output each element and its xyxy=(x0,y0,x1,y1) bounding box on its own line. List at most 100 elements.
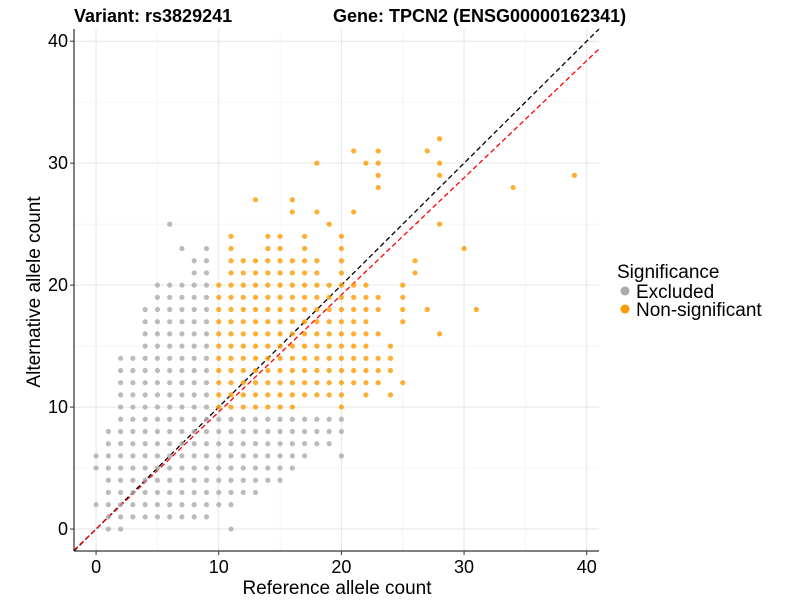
point-excluded xyxy=(154,306,161,313)
point-excluded xyxy=(240,453,246,459)
point-non-significant xyxy=(265,331,271,337)
point-non-significant xyxy=(289,209,295,215)
reference-line-identity xyxy=(73,28,600,552)
point-excluded xyxy=(228,465,234,471)
point-non-significant xyxy=(326,294,332,300)
legend-marker-non-significant xyxy=(620,304,630,314)
point-excluded xyxy=(118,465,124,471)
point-non-significant xyxy=(252,319,259,325)
point-excluded xyxy=(191,489,197,496)
point-excluded xyxy=(338,416,345,422)
point-non-significant xyxy=(351,148,357,154)
point-excluded xyxy=(277,428,283,435)
point-non-significant xyxy=(216,294,222,300)
point-excluded xyxy=(228,428,234,435)
point-excluded xyxy=(265,453,271,459)
point-non-significant xyxy=(240,319,246,325)
point-excluded xyxy=(167,319,173,325)
point-non-significant xyxy=(228,245,234,252)
point-excluded xyxy=(154,380,161,386)
point-excluded xyxy=(252,441,259,447)
point-non-significant xyxy=(277,294,283,300)
legend-title: Significance xyxy=(617,262,719,283)
point-non-significant xyxy=(351,343,357,349)
point-excluded xyxy=(105,453,111,459)
point-excluded xyxy=(118,453,124,459)
point-non-significant xyxy=(375,367,381,374)
point-excluded xyxy=(191,355,197,361)
point-excluded xyxy=(130,380,136,386)
point-excluded xyxy=(154,489,161,496)
point-excluded xyxy=(105,526,111,532)
point-non-significant xyxy=(277,392,283,398)
point-non-significant xyxy=(228,392,234,398)
point-excluded xyxy=(240,416,246,422)
point-excluded xyxy=(142,441,148,447)
point-non-significant xyxy=(228,331,234,337)
point-excluded xyxy=(130,428,136,435)
point-excluded xyxy=(203,367,210,374)
point-non-significant xyxy=(338,343,345,349)
point-non-significant xyxy=(338,392,345,398)
point-non-significant xyxy=(289,392,295,398)
point-excluded xyxy=(252,453,259,459)
point-non-significant xyxy=(216,404,222,410)
point-non-significant xyxy=(400,294,406,300)
point-non-significant xyxy=(228,294,234,300)
point-non-significant xyxy=(326,343,332,349)
point-non-significant xyxy=(461,245,467,252)
point-excluded xyxy=(277,441,283,447)
point-non-significant xyxy=(302,233,308,239)
point-non-significant xyxy=(302,282,308,288)
point-non-significant xyxy=(302,258,308,264)
point-excluded xyxy=(142,355,148,361)
point-excluded xyxy=(326,416,332,422)
point-excluded xyxy=(191,428,197,435)
point-excluded xyxy=(191,514,197,520)
point-excluded xyxy=(203,294,210,300)
point-excluded xyxy=(118,441,124,447)
point-excluded xyxy=(167,343,173,349)
point-non-significant xyxy=(277,306,283,313)
point-excluded xyxy=(179,477,185,483)
point-excluded xyxy=(179,355,185,361)
point-excluded xyxy=(167,331,173,337)
point-non-significant xyxy=(240,306,246,313)
point-non-significant xyxy=(363,392,369,398)
point-excluded xyxy=(302,428,308,435)
point-non-significant xyxy=(216,392,222,398)
point-non-significant xyxy=(351,209,357,215)
point-non-significant xyxy=(277,270,283,276)
point-excluded xyxy=(228,416,234,422)
point-non-significant xyxy=(571,172,578,178)
point-non-significant xyxy=(338,245,345,252)
point-excluded xyxy=(118,380,124,386)
x-axis-label: Reference allele count xyxy=(242,578,432,599)
point-excluded xyxy=(167,367,173,374)
point-non-significant xyxy=(302,331,308,337)
point-non-significant xyxy=(252,392,259,398)
point-excluded xyxy=(203,319,210,325)
point-non-significant xyxy=(387,343,394,349)
point-non-significant xyxy=(240,270,246,276)
point-non-significant xyxy=(314,319,320,325)
point-excluded xyxy=(191,331,197,337)
point-non-significant xyxy=(314,306,320,313)
point-non-significant xyxy=(228,343,234,349)
point-non-significant xyxy=(252,306,259,313)
point-non-significant xyxy=(375,172,381,178)
point-excluded xyxy=(118,367,124,374)
point-excluded xyxy=(228,526,234,532)
point-excluded xyxy=(216,428,222,435)
y-axis-label: Alternative allele count xyxy=(24,196,45,388)
point-non-significant xyxy=(326,380,332,386)
point-non-significant xyxy=(228,380,234,386)
point-excluded xyxy=(142,404,148,410)
point-excluded xyxy=(130,465,136,471)
point-non-significant xyxy=(252,367,259,374)
point-excluded xyxy=(154,294,161,300)
point-non-significant xyxy=(302,355,308,361)
point-excluded xyxy=(277,416,283,422)
point-non-significant xyxy=(363,306,369,313)
